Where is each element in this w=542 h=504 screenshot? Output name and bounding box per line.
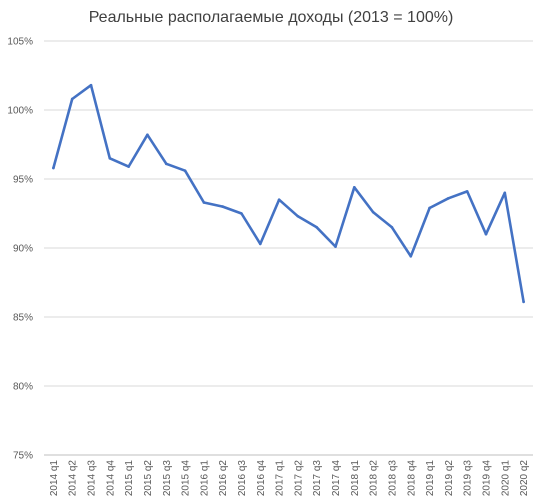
data-point bbox=[258, 242, 262, 246]
y-tick-label: 80% bbox=[13, 382, 33, 393]
x-tick-label: 2016 q3 bbox=[237, 460, 248, 497]
x-tick-label: 2020 q2 bbox=[519, 460, 530, 497]
data-point bbox=[277, 198, 281, 201]
data-point bbox=[334, 245, 337, 248]
data-point bbox=[70, 97, 74, 101]
y-tick-label: 95% bbox=[13, 175, 33, 186]
y-tick-label: 100% bbox=[7, 106, 33, 117]
x-tick-label: 2020 q1 bbox=[500, 460, 511, 497]
x-tick-label: 2016 q1 bbox=[199, 460, 210, 497]
data-point bbox=[465, 190, 469, 193]
x-tick-label: 2015 q4 bbox=[181, 460, 192, 497]
data-point bbox=[447, 197, 450, 200]
series-layer bbox=[52, 83, 525, 304]
data-point bbox=[108, 157, 112, 160]
data-point bbox=[428, 206, 431, 210]
data-point bbox=[296, 214, 300, 218]
data-point bbox=[371, 210, 375, 214]
data-point bbox=[221, 205, 224, 208]
x-tick-label: 2016 q2 bbox=[218, 460, 229, 497]
y-tick-label: 105% bbox=[7, 37, 33, 48]
x-tick-label: 2019 q2 bbox=[444, 460, 455, 497]
data-point bbox=[52, 166, 55, 170]
data-point bbox=[315, 226, 319, 229]
data-point bbox=[390, 226, 394, 229]
x-tick-label: 2015 q1 bbox=[124, 460, 135, 497]
x-tick-label: 2017 q1 bbox=[275, 460, 286, 497]
x-axis-tick-labels: 2014 q1 2014 q2 2014 q3 2014 q4 2015 q1 2015 … bbox=[49, 460, 530, 497]
data-point bbox=[353, 185, 356, 189]
x-tick-label: 2015 q2 bbox=[143, 460, 154, 497]
data-point bbox=[409, 254, 413, 258]
y-axis-tick-labels: 105% 100% 95% 90% 85% 80% 75% bbox=[7, 37, 33, 462]
data-point bbox=[503, 191, 507, 195]
data-point bbox=[164, 162, 168, 166]
data-point bbox=[522, 300, 525, 304]
x-tick-label: 2017 q2 bbox=[293, 460, 304, 497]
series-line bbox=[52, 83, 525, 304]
x-tick-label: 2017 q4 bbox=[331, 460, 342, 497]
x-tick-label: 2014 q3 bbox=[87, 460, 98, 497]
x-tick-label: 2017 q3 bbox=[312, 460, 323, 497]
x-tick-label: 2018 q1 bbox=[350, 460, 361, 497]
data-point bbox=[484, 232, 488, 236]
x-tick-label: 2019 q4 bbox=[481, 460, 492, 497]
x-tick-label: 2016 q4 bbox=[256, 460, 267, 497]
chart-title: Реальные располагаемые доходы (2013 = 10… bbox=[89, 9, 454, 26]
data-point bbox=[183, 169, 187, 173]
y-tick-label: 90% bbox=[13, 244, 33, 255]
x-tick-label: 2018 q2 bbox=[369, 460, 380, 497]
x-tick-label: 2019 q3 bbox=[463, 460, 474, 497]
x-tick-label: 2018 q3 bbox=[387, 460, 398, 497]
data-point bbox=[240, 212, 243, 215]
data-point bbox=[146, 133, 149, 137]
gridlines bbox=[44, 40, 533, 456]
y-tick-label: 75% bbox=[13, 451, 33, 462]
data-point bbox=[89, 83, 93, 87]
y-tick-label: 85% bbox=[13, 313, 33, 324]
x-tick-label: 2014 q1 bbox=[49, 460, 60, 497]
x-tick-label: 2014 q4 bbox=[105, 460, 116, 497]
x-tick-label: 2019 q1 bbox=[425, 460, 436, 497]
x-tick-label: 2018 q4 bbox=[406, 460, 417, 497]
x-tick-label: 2015 q3 bbox=[162, 460, 173, 497]
data-point bbox=[127, 165, 130, 168]
x-tick-label: 2014 q2 bbox=[68, 460, 79, 497]
data-point bbox=[202, 201, 206, 204]
